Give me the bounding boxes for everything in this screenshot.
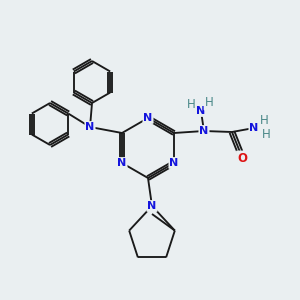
Text: N: N	[196, 106, 206, 116]
Text: H: H	[187, 98, 195, 110]
Text: H: H	[205, 97, 213, 110]
Text: N: N	[117, 158, 127, 168]
Text: N: N	[85, 122, 94, 132]
Text: N: N	[143, 113, 153, 123]
Text: H: H	[262, 128, 270, 142]
Text: H: H	[260, 113, 268, 127]
Text: N: N	[200, 126, 208, 136]
Text: N: N	[169, 158, 178, 168]
Text: N: N	[249, 123, 259, 133]
Text: N: N	[147, 201, 157, 211]
Text: O: O	[237, 152, 247, 164]
